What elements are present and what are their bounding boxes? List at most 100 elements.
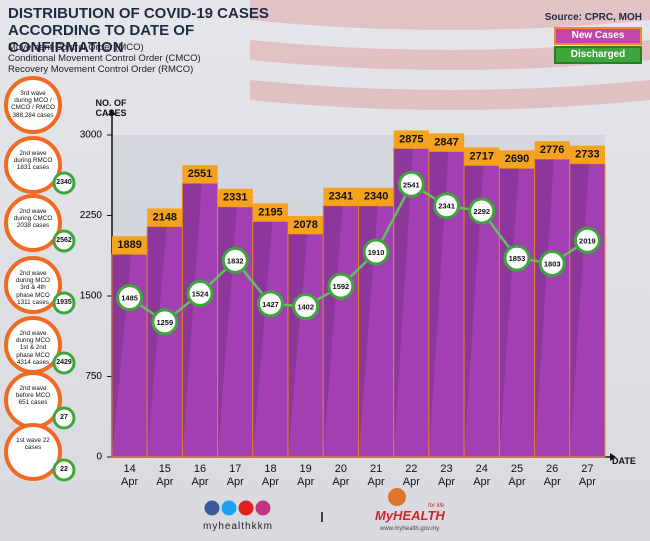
x-tick-label: 22 Apr [402, 463, 420, 488]
x-tick-label: 24 Apr [473, 463, 491, 488]
bar-shade [358, 205, 378, 457]
bar [534, 158, 571, 458]
bar [146, 225, 183, 458]
point-label: 1402 [297, 303, 314, 312]
x-tick-label: 19 Apr [297, 463, 315, 488]
x-tick-label: 16 Apr [191, 463, 209, 488]
wave-bubble [4, 76, 62, 134]
value-label-bg [112, 236, 148, 255]
value-label-bg [393, 130, 429, 149]
x-tick-label: 18 Apr [261, 463, 280, 488]
bar-shade [428, 151, 449, 457]
x-tick-label: 21 Apr [367, 463, 385, 488]
value-label: 2078 [293, 219, 317, 231]
wave-badge [52, 171, 76, 195]
value-label-bg [182, 165, 218, 184]
wave-bubble [4, 194, 62, 252]
source: Source: CPRC, MOH [544, 12, 642, 23]
title: DISTRIBUTION OF COVID-19 CASES ACCORDING… [8, 5, 269, 56]
x-tick-label: 17 Apr [226, 463, 244, 488]
wave-text: 2nd wave during MCO 3rd & 4th phase MCO … [16, 270, 50, 306]
point [221, 246, 249, 274]
wave-text: 1st wave 22 cases [16, 437, 50, 452]
footer-url: www.myhealth.gov.my [380, 526, 440, 532]
wave-text: 2nd wave before MCO 651 cases [15, 385, 51, 407]
x-tick-label: 26 Apr [543, 463, 561, 488]
wave-bubble [4, 136, 62, 194]
point [186, 279, 214, 307]
wave-text: 3rd wave during MCO / CMCO / RMCO 388,28… [11, 90, 55, 119]
bar-shade [534, 159, 554, 457]
wave-bubble [4, 256, 62, 314]
legend-item: New Cases [554, 27, 642, 45]
point-label: 1803 [544, 259, 561, 268]
value-label: 2847 [434, 136, 458, 148]
point [433, 192, 461, 220]
bar-shade [393, 148, 414, 457]
x-tick-label: 23 Apr [437, 463, 456, 488]
value-label-bg [499, 150, 535, 169]
value-label-bg [323, 187, 359, 206]
bar [181, 182, 219, 458]
point-label: 2541 [403, 180, 420, 189]
bar-shade [147, 226, 167, 457]
subtitle: Movement Control Order (MCO) [8, 42, 144, 53]
point [256, 290, 284, 318]
y-axis-arrow [108, 109, 116, 115]
x-tick-label: 15 Apr [156, 463, 174, 488]
point-label: 1485 [121, 294, 138, 303]
point-label: 1259 [156, 318, 173, 327]
value-label: 2875 [399, 133, 423, 145]
bar [393, 147, 430, 458]
bar-shade [288, 233, 308, 457]
wave-discharged: 2562 [56, 237, 72, 244]
footer-tagline: for life [428, 503, 445, 509]
wave-discharged: 2340 [56, 179, 72, 186]
value-label: 2331 [223, 192, 247, 204]
social-icon [221, 500, 237, 516]
wave-badge [52, 291, 76, 315]
y-tick-label: 750 [85, 371, 102, 382]
value-label: 2717 [470, 150, 494, 162]
point-label: 1524 [192, 289, 210, 298]
point-label: 1832 [227, 256, 244, 265]
y-tick-label: 0 [96, 452, 102, 463]
x-tick-label: 14 Apr [121, 463, 139, 488]
point [116, 284, 144, 312]
value-label: 2195 [258, 206, 282, 218]
point-label: 1853 [509, 254, 526, 263]
wave-discharged: 27 [60, 414, 68, 421]
y-axis-label: NO. OF CASES [95, 98, 127, 118]
value-label-bg [252, 203, 289, 222]
value-label-bg [534, 141, 570, 160]
wave-text: 2nd wave during RMCO 1831 cases [13, 150, 53, 172]
bar [569, 163, 606, 458]
value-label-bg [288, 215, 324, 234]
brand-logo [388, 488, 406, 506]
value-label: 2340 [364, 191, 388, 203]
point [327, 272, 355, 300]
value-label-bg [358, 187, 394, 206]
legend-item: Discharged [554, 46, 642, 64]
point-label: 1427 [262, 300, 279, 309]
x-tick-label: 20 Apr [332, 463, 350, 488]
wave-discharged: 1935 [56, 299, 72, 306]
value-label-bg [217, 188, 253, 207]
y-tick-label: 3000 [80, 130, 103, 141]
y-tick-label: 2250 [80, 210, 103, 221]
value-label: 2148 [153, 211, 177, 223]
wave-badge [52, 351, 76, 375]
point-label: 1592 [333, 282, 350, 291]
point [573, 226, 601, 254]
value-label-bg [147, 208, 183, 227]
value-label: 2690 [505, 153, 529, 165]
value-label: 2341 [329, 191, 353, 203]
point [362, 238, 390, 266]
x-axis-label: DATE [612, 456, 636, 466]
value-label-bg [428, 133, 465, 152]
bar [322, 205, 359, 458]
y-tick-label: 1500 [80, 291, 103, 302]
wave-bubble [4, 423, 62, 481]
point-label: 2019 [579, 236, 596, 245]
